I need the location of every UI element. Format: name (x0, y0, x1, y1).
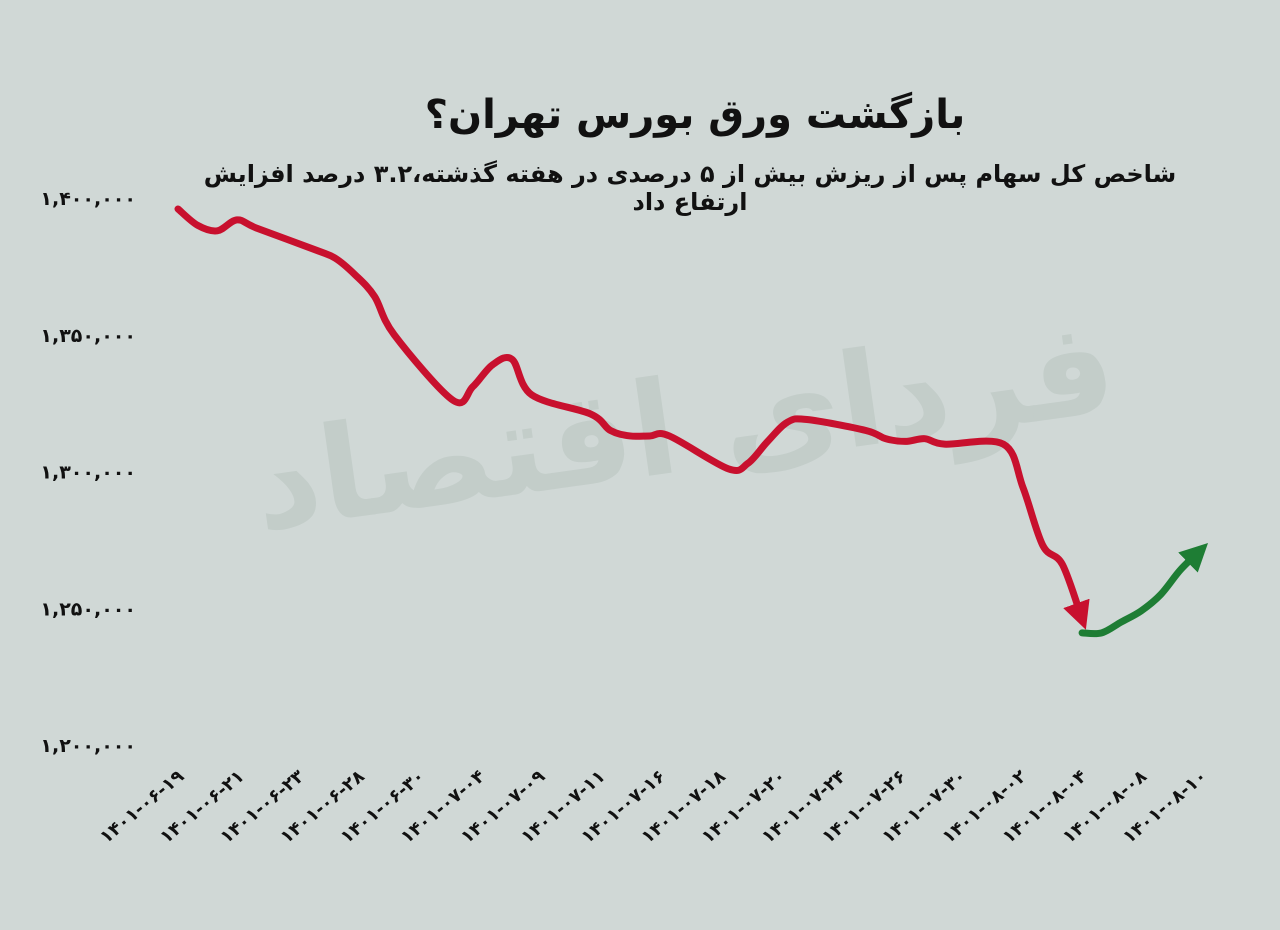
chart-subtitle: شاخص کل سهام پس از ریزش بیش از ۵ درصدی د… (203, 160, 1177, 216)
watermark-text: فردای اقتصاد (243, 290, 1124, 562)
series-layer (174, 205, 1209, 638)
series-line-rise (1078, 543, 1209, 638)
chart-title: بازگشت ورق بورس تهران؟ (424, 92, 966, 138)
x-axis: ۱۴۰۱-۰۶-۱۹۱۴۰۱-۰۶-۲۱۱۴۰۱-۰۶-۲۳۱۴۰۱-۰۶-۲۸… (96, 766, 1211, 848)
y-tick-label: ۱,۳۰۰,۰۰۰ (40, 462, 136, 484)
series-line-decline (174, 205, 1090, 630)
y-tick-label: ۱,۴۰۰,۰۰۰ (40, 188, 136, 210)
y-tick-label: ۱,۳۵۰,۰۰۰ (40, 325, 136, 347)
y-tick-label: ۱,۲۰۰,۰۰۰ (40, 735, 136, 757)
y-tick-label: ۱,۲۵۰,۰۰۰ (40, 598, 136, 620)
y-axis: ۱,۲۰۰,۰۰۰ ۱,۲۵۰,۰۰۰ ۱,۳۰۰,۰۰۰ ۱,۳۵۰,۰۰۰ ۱,۴۰… (40, 188, 136, 757)
